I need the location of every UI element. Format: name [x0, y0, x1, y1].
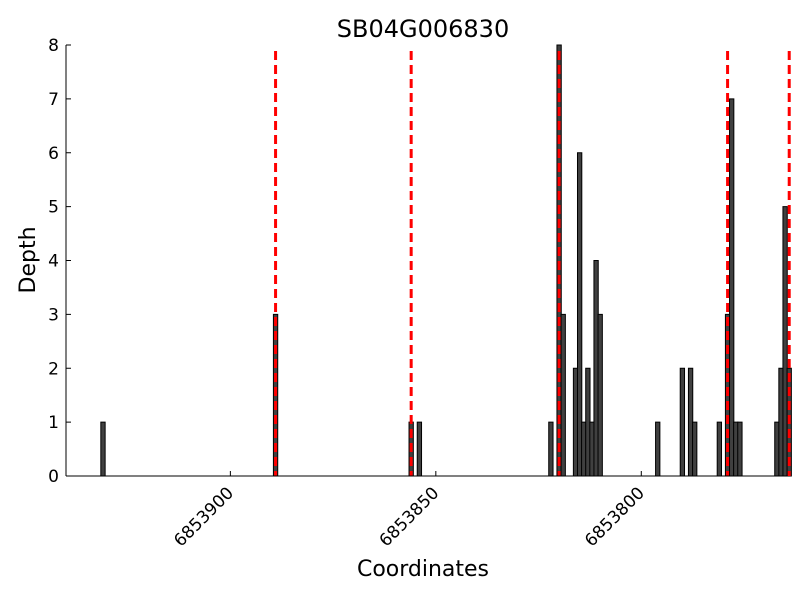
bar [737, 421, 743, 477]
bar [548, 421, 554, 477]
bar [655, 421, 661, 477]
bar [560, 313, 566, 477]
y-tick-label: 8 [48, 36, 59, 56]
y-tick-label: 2 [48, 359, 59, 379]
y-tick-label: 0 [48, 467, 59, 487]
bar [716, 421, 723, 477]
axes-layer: 0 1 2 3 4 5 6 7 8 6853900 6853850 6853800 [48, 36, 781, 551]
x-tick-label: 6853850 [376, 483, 444, 551]
bar [100, 421, 106, 477]
x-tick-label: 6853800 [581, 483, 649, 551]
y-tick-label: 6 [48, 144, 59, 164]
bar [782, 206, 788, 477]
reference-lines-layer [274, 51, 791, 476]
x-tick-label: 6853900 [170, 483, 238, 551]
y-tick-label: 7 [48, 90, 59, 110]
y-tick-label: 5 [48, 198, 59, 218]
bar [597, 313, 603, 477]
chart-title: SB04G006830 [337, 15, 509, 43]
bar [416, 421, 423, 477]
bar [692, 421, 698, 477]
y-tick-label: 3 [48, 305, 59, 325]
bars-layer [100, 44, 792, 477]
y-tick-label: 4 [48, 252, 59, 272]
y-tick-label: 1 [48, 413, 59, 433]
bar [729, 98, 735, 477]
y-axis-label: Depth [16, 226, 41, 293]
x-axis-label: Coordinates [357, 557, 489, 582]
bar [679, 367, 686, 477]
